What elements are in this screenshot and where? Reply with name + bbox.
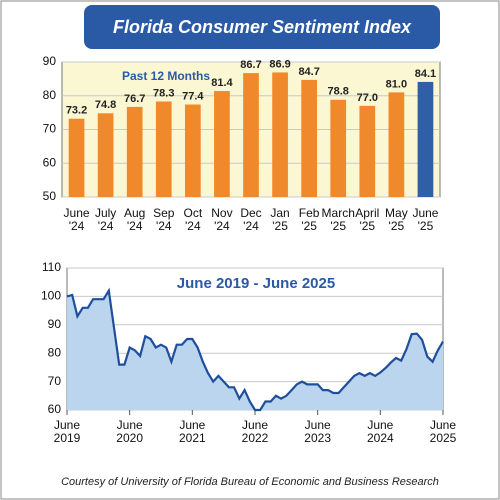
x-tick-label: June 2023 bbox=[304, 418, 331, 445]
value-label: 77.4 bbox=[182, 90, 204, 102]
value-label: 81.4 bbox=[211, 77, 233, 89]
x-tick-label: June 2024 bbox=[366, 418, 394, 445]
x-tick-label: Sep '24 bbox=[153, 206, 175, 233]
area-fill bbox=[67, 290, 443, 410]
bar bbox=[68, 118, 85, 197]
value-label: 77.0 bbox=[357, 92, 378, 104]
value-label: 86.7 bbox=[240, 59, 261, 71]
value-label: 78.3 bbox=[153, 87, 174, 99]
x-tick-label: July '24 bbox=[94, 206, 117, 233]
x-tick-label: Oct '24 bbox=[183, 206, 203, 233]
bar bbox=[97, 113, 114, 197]
chart-title: Florida Consumer Sentiment Index bbox=[113, 17, 412, 37]
bar bbox=[214, 91, 230, 197]
x-tick-label: June '25 bbox=[412, 206, 439, 233]
x-tick-label: Nov '24 bbox=[211, 206, 233, 233]
x-tick-label: March '25 bbox=[321, 206, 355, 233]
value-label: 73.2 bbox=[66, 105, 87, 117]
x-tick-label: June '24 bbox=[63, 206, 90, 233]
bar bbox=[184, 104, 201, 197]
annotation: Past 12 Months bbox=[122, 69, 210, 83]
value-label: 81.0 bbox=[386, 78, 407, 90]
x-tick-label: June 2019 bbox=[53, 418, 81, 445]
source-note: Courtesy of University of Florida Bureau… bbox=[61, 476, 439, 488]
bar bbox=[272, 72, 288, 197]
x-tick-label: June 2022 bbox=[241, 418, 269, 445]
y-tick-label: 80 bbox=[48, 345, 62, 359]
y-tick-label: 70 bbox=[48, 374, 62, 388]
x-tick-label: May '25 bbox=[385, 206, 408, 233]
x-tick-label: Feb '25 bbox=[298, 206, 320, 233]
y-tick-label: 80 bbox=[43, 88, 57, 102]
x-tick-label: Dec '24 bbox=[240, 206, 262, 233]
bar bbox=[155, 101, 172, 197]
bar bbox=[243, 73, 259, 197]
bar bbox=[126, 106, 143, 197]
x-tick-label: Aug '24 bbox=[124, 206, 146, 233]
annotation: June 2019 - June 2025 bbox=[177, 275, 335, 292]
bar bbox=[359, 105, 376, 197]
y-tick-label: 50 bbox=[43, 189, 57, 203]
x-tick-label: June 2020 bbox=[116, 418, 143, 445]
bar bbox=[417, 81, 434, 197]
y-tick-label: 70 bbox=[43, 122, 57, 136]
line bbox=[66, 287, 444, 412]
x-tick-label: June 2021 bbox=[178, 418, 206, 445]
y-tick-label: 90 bbox=[43, 54, 57, 68]
x-tick-label: April '25 bbox=[355, 206, 380, 233]
y-tick-label: 110 bbox=[42, 260, 61, 274]
value-label: 84.7 bbox=[298, 66, 319, 78]
y-tick-label: 100 bbox=[41, 289, 61, 303]
x-tick-label: Jan '25 bbox=[270, 206, 290, 233]
value-label: 78.8 bbox=[328, 86, 349, 98]
title-banner bbox=[84, 5, 440, 49]
y-tick-label: 90 bbox=[48, 317, 62, 331]
value-label: 84.1 bbox=[415, 68, 436, 80]
bar bbox=[330, 99, 347, 197]
value-label: 76.7 bbox=[124, 93, 145, 105]
value-label: 74.8 bbox=[95, 99, 116, 111]
value-label: 86.9 bbox=[269, 58, 290, 70]
x-tick-label: June 2025 bbox=[429, 418, 457, 445]
y-tick-label: 60 bbox=[43, 155, 57, 169]
bar bbox=[301, 79, 318, 197]
y-tick-label: 60 bbox=[48, 402, 62, 416]
bar bbox=[388, 92, 405, 197]
